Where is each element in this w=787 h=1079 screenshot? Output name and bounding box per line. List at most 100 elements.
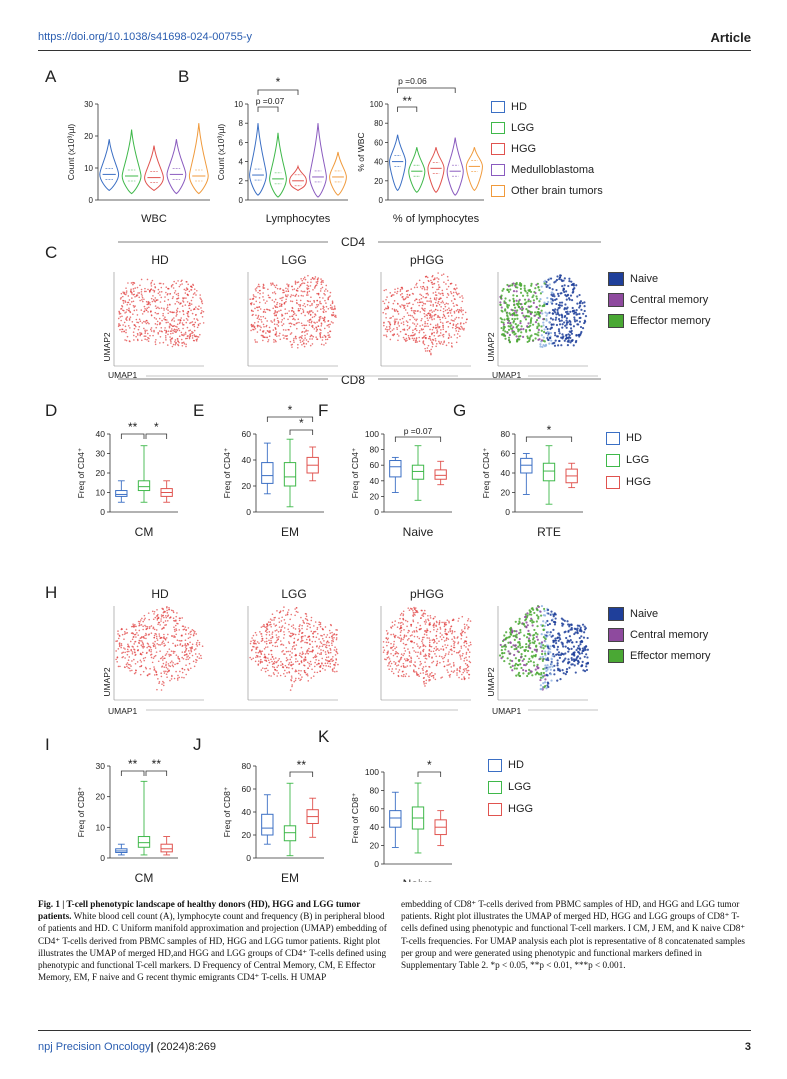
umap-point xyxy=(140,619,142,621)
umap-point xyxy=(455,326,458,329)
umap-point xyxy=(542,336,545,339)
umap-point xyxy=(399,617,401,620)
umap-point xyxy=(329,304,332,307)
umap-point xyxy=(168,303,171,306)
umap-point xyxy=(119,665,121,668)
umap-point xyxy=(422,309,425,311)
umap-point xyxy=(176,310,179,313)
umap-point xyxy=(506,330,509,334)
umap-point xyxy=(132,331,135,333)
umap-point xyxy=(179,310,181,313)
umap-point xyxy=(161,665,164,667)
umap-point xyxy=(462,313,464,316)
umap-point xyxy=(191,324,194,326)
umap-point xyxy=(419,660,422,663)
umap-point xyxy=(175,293,178,296)
umap-point xyxy=(154,323,157,325)
umap-point xyxy=(249,642,252,645)
umap-point xyxy=(275,284,278,287)
umap-point xyxy=(257,316,260,318)
umap-point xyxy=(435,343,438,345)
umap-point xyxy=(311,338,313,340)
umap-point xyxy=(119,298,122,300)
significance-label: p =0.07 xyxy=(404,426,433,436)
umap-point xyxy=(571,283,574,286)
umap-point xyxy=(508,635,511,638)
umap-point xyxy=(157,312,160,315)
umap-point xyxy=(463,627,466,630)
umap-point xyxy=(555,278,559,282)
umap-point xyxy=(447,279,449,282)
umap-point xyxy=(446,275,449,278)
umap-point xyxy=(325,653,327,656)
umap-point xyxy=(553,645,556,649)
y-tick-label: 40 xyxy=(370,476,380,486)
umap-point xyxy=(273,318,276,321)
umap-point xyxy=(182,309,184,312)
umap-point xyxy=(503,334,507,338)
umap-point xyxy=(311,304,313,306)
umap-point xyxy=(415,651,417,654)
umap-point xyxy=(160,286,163,289)
umap-point xyxy=(192,629,195,632)
umap-point xyxy=(327,665,330,667)
umap-point xyxy=(161,659,164,661)
umap-point xyxy=(426,276,429,279)
umap-point xyxy=(162,626,165,629)
umap-point xyxy=(456,287,458,289)
significance-bracket xyxy=(120,433,145,439)
umap-point xyxy=(449,627,452,630)
umap-point xyxy=(316,338,318,340)
umap-point xyxy=(463,657,466,660)
umap-point xyxy=(155,629,158,631)
umap-point xyxy=(547,666,550,669)
umap-point xyxy=(139,333,142,336)
umap-point xyxy=(423,331,425,334)
umap-point xyxy=(188,662,191,665)
significance-label: ** xyxy=(403,94,413,108)
umap-point xyxy=(147,311,149,313)
umap-point xyxy=(258,642,260,645)
umap-point xyxy=(513,630,516,633)
umap-point xyxy=(126,301,129,304)
umap-point xyxy=(515,290,518,293)
umap-point xyxy=(140,309,143,311)
umap-point xyxy=(441,316,444,319)
umap-point xyxy=(319,665,322,667)
umap-point xyxy=(403,305,405,307)
footer-journal: npj Precision Oncology| (2024)8:269 xyxy=(38,1041,216,1053)
umap-point xyxy=(436,329,438,331)
umap-point xyxy=(512,326,515,329)
umap-point xyxy=(454,318,456,320)
umap-point xyxy=(431,661,433,664)
umap-point xyxy=(403,315,405,318)
umap-point xyxy=(161,330,163,333)
umap-point xyxy=(259,289,261,292)
umap-point xyxy=(185,673,188,676)
umap-point xyxy=(509,288,512,291)
significance-label: * xyxy=(288,403,293,417)
umap-point xyxy=(428,676,430,679)
umap-point xyxy=(564,652,567,655)
umap-point xyxy=(324,321,326,323)
doi-link[interactable]: https://doi.org/10.1038/s41698-024-00755… xyxy=(38,31,253,43)
umap-point xyxy=(425,314,428,316)
umap-point xyxy=(567,297,571,300)
umap-point xyxy=(250,658,253,661)
umap-point xyxy=(117,665,120,668)
umap-point xyxy=(181,667,184,670)
umap-point xyxy=(313,278,316,280)
significance-label: * xyxy=(154,420,159,434)
umap-point xyxy=(274,292,277,295)
umap-point xyxy=(414,328,416,331)
umap-point xyxy=(548,321,551,324)
umap-point xyxy=(526,309,529,312)
umap-point xyxy=(456,304,459,307)
umap-point xyxy=(121,633,124,636)
umap-point xyxy=(387,307,389,310)
umap-point xyxy=(452,302,455,305)
umap-point xyxy=(193,325,196,328)
journal-name[interactable]: npj Precision Oncology xyxy=(38,1041,151,1053)
umap-point xyxy=(294,633,297,636)
umap-point xyxy=(382,311,385,314)
